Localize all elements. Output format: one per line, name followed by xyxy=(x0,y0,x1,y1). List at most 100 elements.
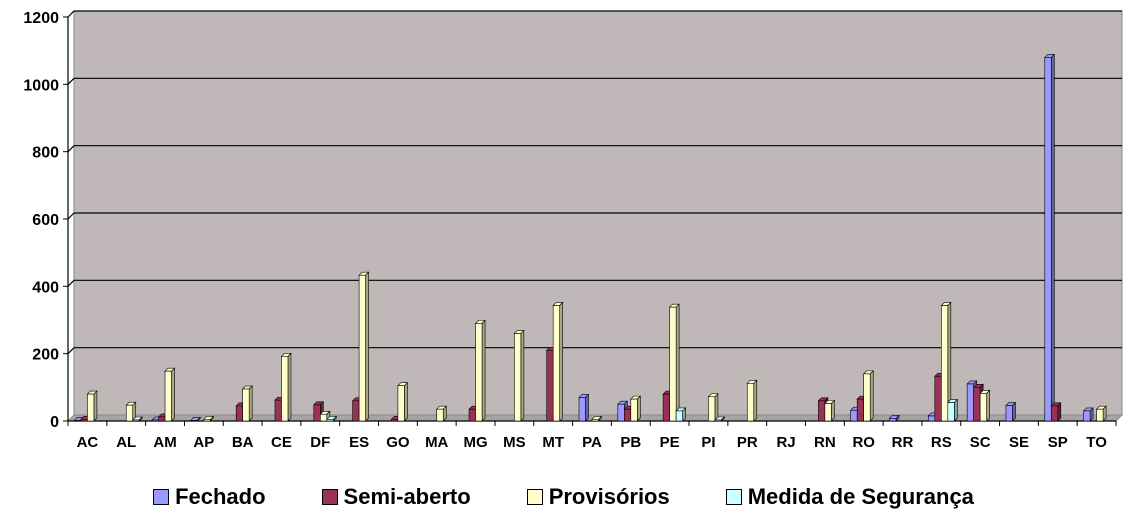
bar-provis-rios-am xyxy=(164,367,176,422)
gridline xyxy=(67,347,1122,355)
bar-side xyxy=(753,379,758,422)
x-tick-label: SC xyxy=(970,434,991,451)
bar-medida-de-seguran-a-pi xyxy=(714,416,726,422)
bar-front xyxy=(1005,405,1013,422)
bar-front xyxy=(824,403,832,422)
bar-provis-rios-pi xyxy=(707,393,719,422)
bar-provis-rios-ce xyxy=(280,352,292,422)
bar-front xyxy=(624,408,632,422)
bar-provis-rios-pb xyxy=(630,395,642,422)
bar-side xyxy=(1057,402,1062,422)
bar-provis-rios-ms xyxy=(513,329,525,422)
bar-front xyxy=(552,305,560,422)
gridline xyxy=(67,10,1122,18)
bar-side xyxy=(520,329,525,422)
x-tick-label: BA xyxy=(232,434,254,451)
y-tick-label: 200 xyxy=(32,347,59,364)
gridline xyxy=(67,279,1122,287)
bar-front xyxy=(928,415,936,422)
bar-front xyxy=(468,408,476,422)
bar-side xyxy=(831,399,835,422)
gridline xyxy=(67,77,1122,85)
y-tick-label: 400 xyxy=(32,279,59,296)
bar-side xyxy=(1102,405,1107,422)
y-tick-label: 800 xyxy=(32,145,59,162)
bar-front xyxy=(630,398,638,422)
bar-front xyxy=(164,370,172,422)
bar-side xyxy=(365,271,369,422)
bar-front xyxy=(591,419,599,422)
bar-side xyxy=(986,389,990,422)
legend-label-provisorios: Provisórios xyxy=(548,484,670,509)
bar-front xyxy=(235,405,243,422)
bar-front xyxy=(578,397,586,422)
bar-side xyxy=(559,301,563,422)
x-tick-label: AC xyxy=(77,434,99,451)
bar-front xyxy=(850,409,858,422)
bar-front xyxy=(358,274,366,422)
bar-front xyxy=(818,400,826,422)
bar-provis-rios-ro xyxy=(862,370,874,422)
bar-front xyxy=(934,375,942,422)
bar-front xyxy=(714,419,722,422)
bar-front xyxy=(941,305,949,422)
legend-label-fechado: Fechado xyxy=(175,484,266,509)
x-tick-label: AP xyxy=(193,434,214,451)
bar-fechado-to xyxy=(1082,407,1094,422)
bar-side xyxy=(675,303,680,422)
bar-front xyxy=(746,382,755,422)
y-tick-label: 1200 xyxy=(23,10,59,27)
bar-side xyxy=(954,398,958,422)
bar-medida-de-seguran-a-df xyxy=(326,415,338,422)
bar-front xyxy=(158,416,166,422)
bar-side xyxy=(481,319,486,422)
x-tick-label: TO xyxy=(1086,434,1107,451)
bar-front xyxy=(319,413,328,422)
bar-provis-rios-sc xyxy=(979,389,991,422)
gridline xyxy=(67,212,1122,220)
bar-front xyxy=(863,373,871,422)
x-tick-label: PE xyxy=(660,434,680,451)
bar-provis-rios-es xyxy=(358,271,370,422)
bar-front xyxy=(973,387,981,422)
bar-provis-rios-rn xyxy=(824,399,836,422)
bar-provis-rios-pa xyxy=(591,415,603,422)
x-tick-label: RO xyxy=(852,434,875,451)
bar-side xyxy=(248,385,253,422)
legend-swatch-provisorios xyxy=(526,489,543,505)
bar-provis-rios-go xyxy=(397,381,409,422)
bar-front xyxy=(546,349,554,422)
x-tick-label: PA xyxy=(582,434,602,451)
bar-fechado-ap xyxy=(190,416,202,422)
bar-front xyxy=(514,333,522,422)
bar-front xyxy=(190,420,198,422)
bar-medida-de-seguran-a-pe xyxy=(675,407,687,422)
bar-side xyxy=(1012,401,1016,422)
bar-provis-rios-al xyxy=(125,401,137,422)
bar-front xyxy=(617,403,625,422)
bar-side xyxy=(93,390,98,422)
legend-swatch-fechado xyxy=(153,489,170,505)
bar-side xyxy=(404,381,408,422)
x-tick-label: AM xyxy=(153,434,176,451)
x-tick-label: PB xyxy=(620,434,641,451)
y-tick-label: 1000 xyxy=(23,77,59,94)
bar-provis-rios-pr xyxy=(746,379,758,422)
bar-side xyxy=(714,393,719,422)
bar-front xyxy=(436,408,444,422)
x-tick-label: MT xyxy=(542,434,564,451)
bar-provis-rios-mt xyxy=(552,301,564,422)
bar-provis-rios-ap xyxy=(203,415,215,422)
gridline xyxy=(67,145,1122,153)
bar-semi-aberto-sp xyxy=(1050,402,1062,422)
bar-front xyxy=(80,419,88,422)
bar-front xyxy=(979,393,987,422)
legend-label-semi-aberto: Semi-aberto xyxy=(343,484,471,509)
bar-front xyxy=(74,420,82,422)
bar-front xyxy=(151,419,159,422)
y-tick-label: 600 xyxy=(32,212,59,229)
x-tick-label: RS xyxy=(931,434,952,451)
bar-side xyxy=(171,367,175,422)
bar-fechado-pa xyxy=(578,393,590,422)
legend-item-semi-aberto: Semi-aberto xyxy=(321,484,471,510)
